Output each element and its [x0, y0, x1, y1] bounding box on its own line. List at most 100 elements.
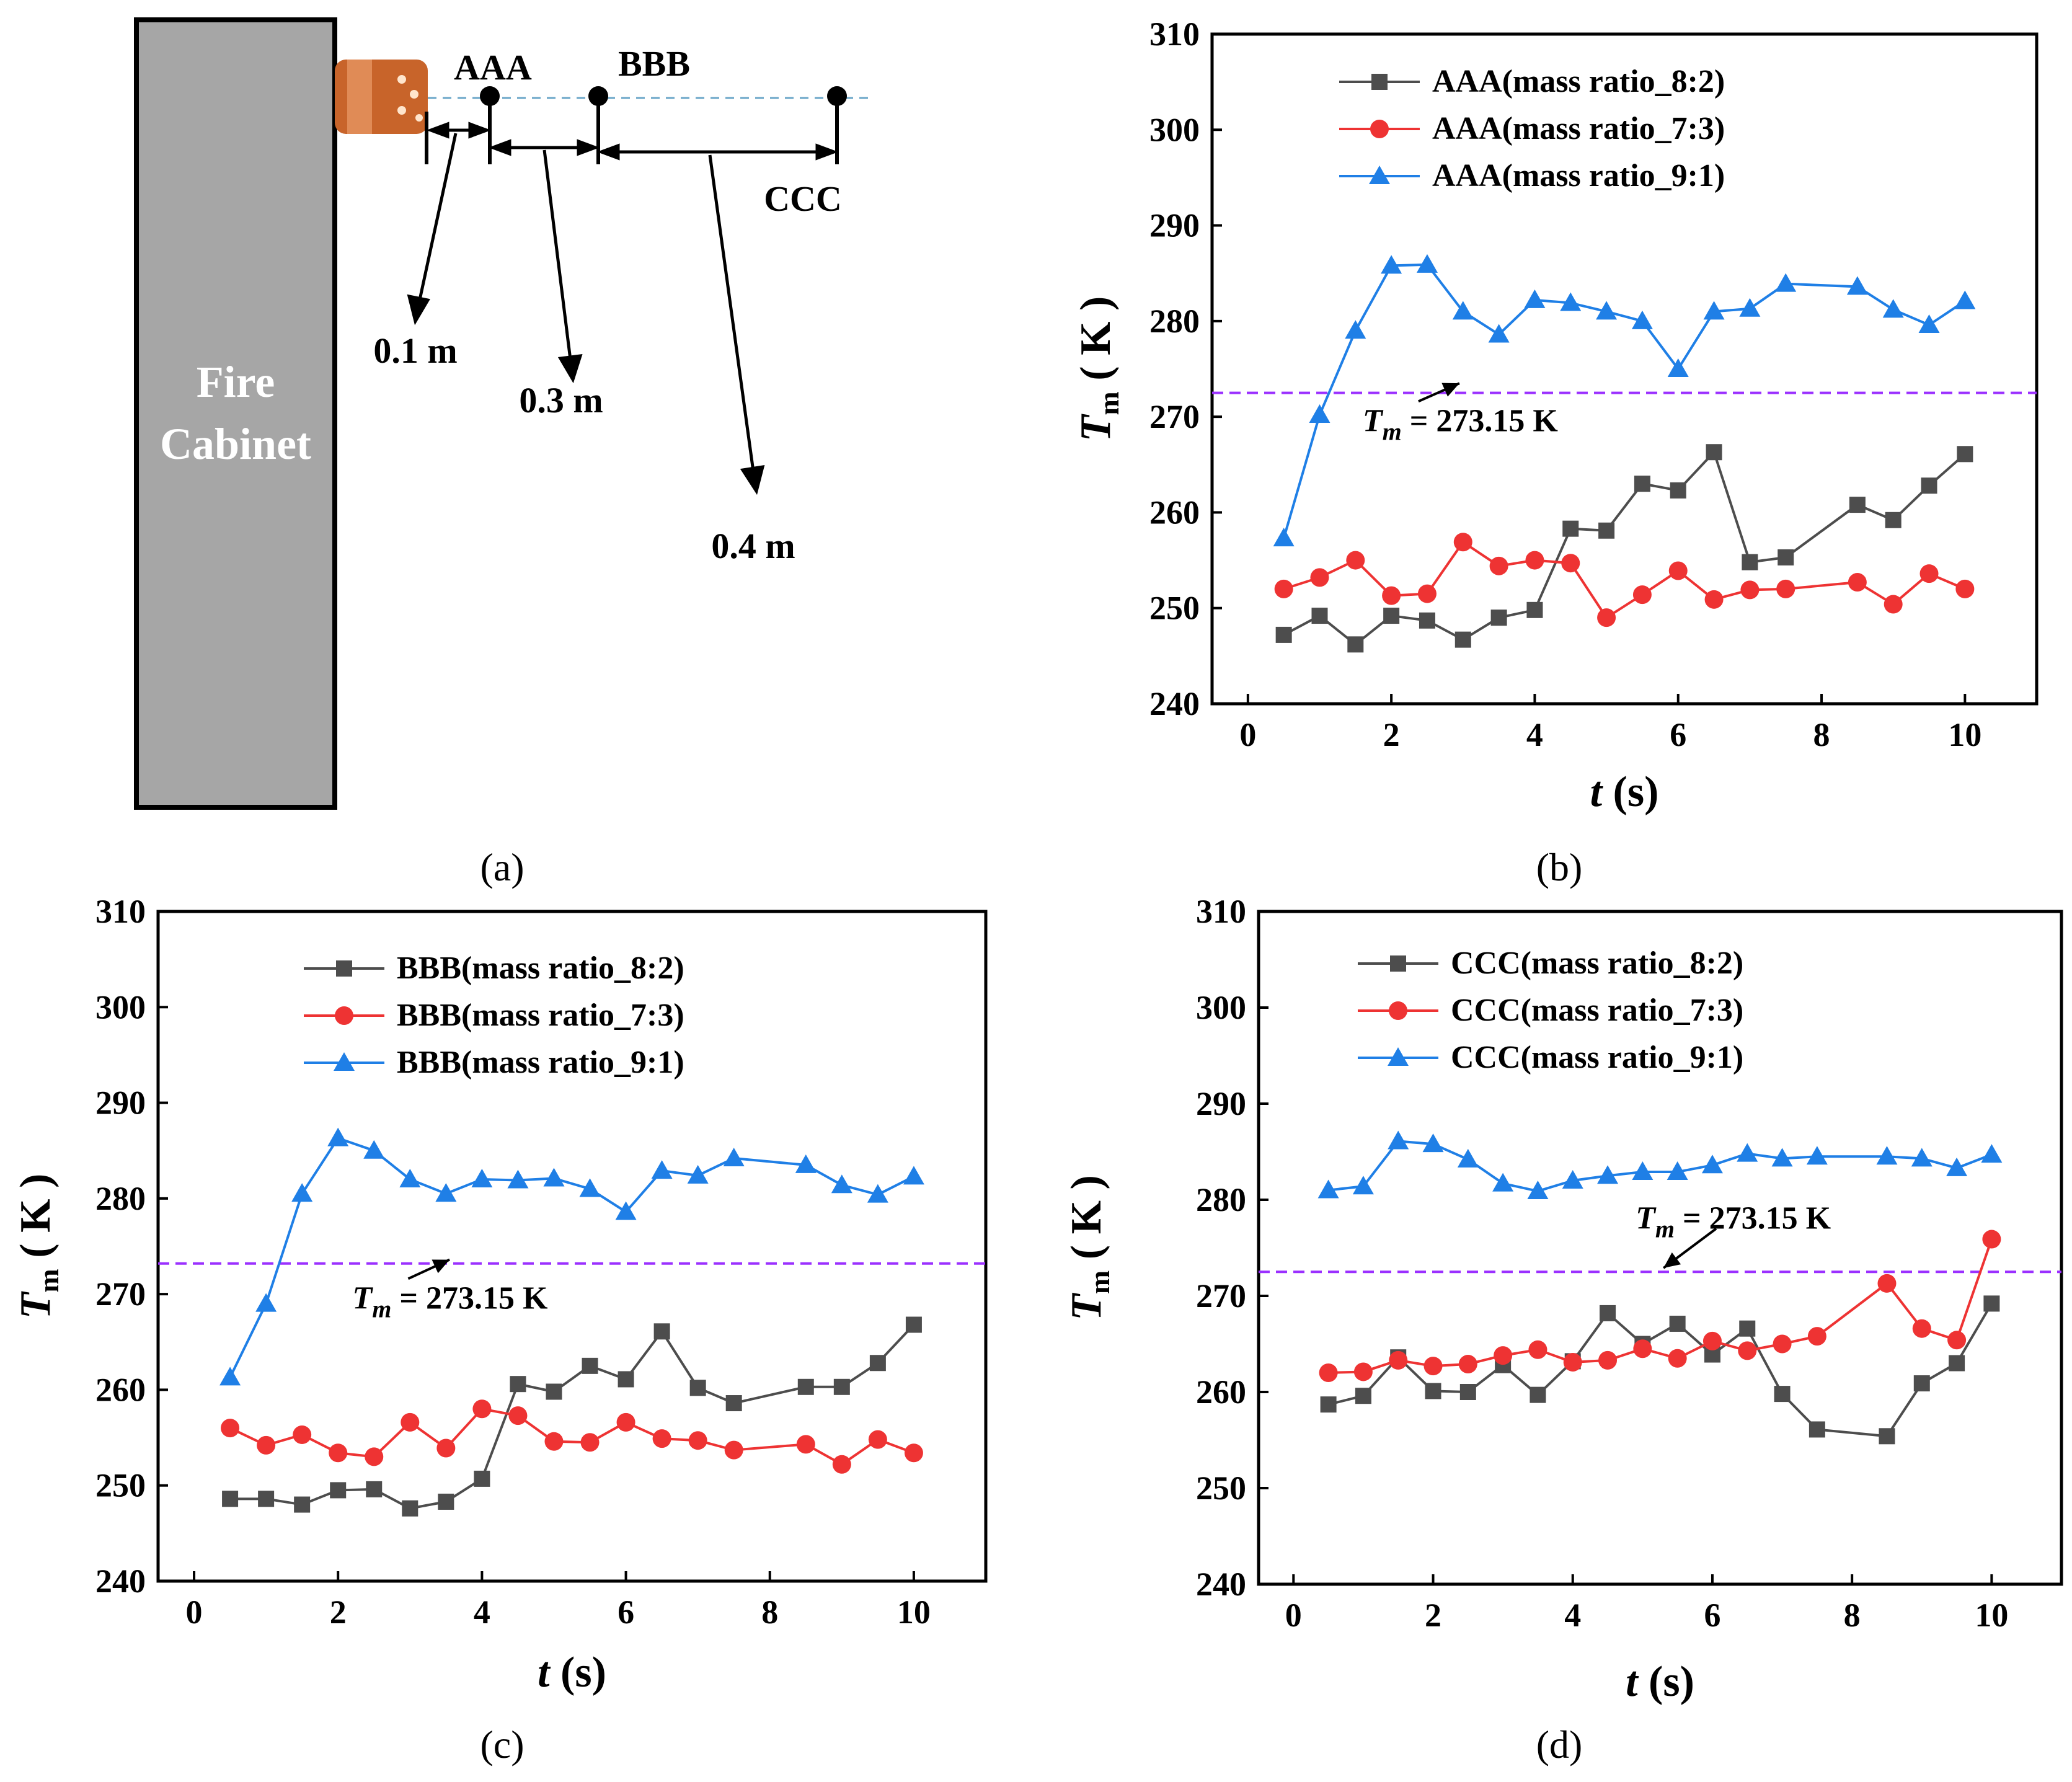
panel-d-legend-label: CCC(mass ratio_7:3) — [1451, 993, 1743, 1028]
panel-c-data-point — [795, 1154, 817, 1173]
panel-b-legend-entry: AAA(mass ratio_9:1) — [1339, 158, 1725, 193]
panel-d-data-point — [1494, 1346, 1513, 1365]
panel-c-data-point — [687, 1164, 709, 1184]
panel-c-data-point — [293, 1425, 312, 1444]
panel-b-data-point — [1706, 444, 1722, 461]
panel-b-ytick-label: 250 — [1149, 590, 1200, 627]
panel-d-data-point — [1458, 1355, 1477, 1374]
point-c-label: CCC — [764, 179, 842, 219]
panel-b-data-point — [1846, 276, 1868, 295]
panel-b-data-point — [1309, 404, 1330, 423]
panel-b-data-point — [1849, 497, 1866, 513]
panel-c-data-point — [652, 1429, 671, 1448]
dimension-lines — [407, 122, 839, 495]
panel-c-data-point — [507, 1169, 529, 1189]
panel-c-data-point — [867, 1184, 888, 1203]
fire-cabinet — [134, 17, 337, 810]
panel-c-data-point — [435, 1183, 457, 1202]
panel-b-xtick-label: 4 — [1526, 716, 1543, 753]
panel-d-data-point — [1320, 1396, 1337, 1413]
panel-d-data-point — [1771, 1148, 1793, 1167]
panel-c-ytick-label: 260 — [95, 1371, 146, 1408]
distance-label-1: 0.1 m — [373, 330, 457, 371]
panel-b-ytick-label: 280 — [1149, 303, 1200, 340]
panel-d-data-point — [1946, 1157, 1968, 1176]
panel-d-data-point — [1633, 1339, 1652, 1359]
panel-d-data-point — [1701, 1155, 1723, 1174]
panel-b-data-point — [1345, 320, 1366, 339]
panel-c-xtick-label: 0 — [186, 1594, 203, 1631]
panel-c-series-triangle — [219, 1127, 924, 1386]
panel-d-data-point — [1702, 1331, 1722, 1350]
panel-d-legend-marker — [1390, 955, 1406, 972]
panel-d-data-point — [1913, 1375, 1930, 1392]
panel-b-data-point — [1885, 512, 1902, 528]
panel-d-data-point — [1597, 1165, 1619, 1184]
panel-d-data-point — [1773, 1334, 1792, 1354]
panel-d-data-point — [1876, 1146, 1898, 1165]
panel-c-x-axis-label: t (s) — [538, 1649, 606, 1696]
panel-b-ytick-label: 260 — [1149, 494, 1200, 531]
panel-c-legend-label: BBB(mass ratio_8:2) — [397, 951, 684, 986]
panel-b-data-point — [1311, 608, 1328, 624]
panel-c-data-point — [832, 1455, 851, 1474]
panel-c-data-point — [330, 1482, 347, 1499]
panel-c-ytick-label: 280 — [95, 1180, 146, 1217]
panel-c-legend-entry: BBB(mass ratio_9:1) — [304, 1045, 684, 1080]
measure-point-c — [827, 86, 847, 164]
panel-b-data-point — [1848, 573, 1867, 592]
panel-b-data-point — [1597, 608, 1616, 627]
panel-b-threshold-arrow — [1418, 382, 1460, 403]
panel-b-data-point — [1382, 586, 1401, 605]
panel-d-threshold-arrow — [1662, 1227, 1717, 1269]
panel-b-ytick-label: 310 — [1149, 16, 1200, 53]
panel-c-data-point — [508, 1406, 528, 1425]
panel-d-series-circle — [1319, 1230, 2001, 1382]
panel-d-ytick-label: 280 — [1196, 1181, 1246, 1218]
panel-c-data-point — [329, 1443, 348, 1463]
panel-d-ytick-label: 250 — [1196, 1469, 1246, 1507]
panel-b-data-point — [1346, 551, 1365, 570]
panel-c-data-point — [831, 1174, 852, 1194]
panel-d-data-point — [1319, 1363, 1338, 1382]
panel-b-xtick-label: 0 — [1239, 716, 1256, 753]
panel-d-data-point — [1527, 1181, 1549, 1200]
panel-b-legend-label: AAA(mass ratio_8:2) — [1432, 64, 1725, 99]
panel-b-series-triangle — [1273, 254, 1976, 547]
panel-c-legend-marker — [336, 960, 352, 977]
measure-point-b — [588, 86, 608, 164]
panel-d-data-point — [1739, 1320, 1756, 1337]
panel-d-xtick-label: 10 — [1975, 1597, 2008, 1634]
panel-d-data-point — [1492, 1172, 1514, 1192]
panel-b-data-point — [1667, 358, 1689, 377]
panel-b-y-axis-label: Tm ( K ) — [1072, 296, 1125, 442]
panel-c-data-point — [219, 1367, 241, 1386]
panel-d-data-point — [1669, 1315, 1686, 1332]
panel-b-data-point — [1670, 482, 1686, 499]
panel-d-legend-entry: CCC(mass ratio_7:3) — [1358, 993, 1743, 1028]
panel-d-xtick-label: 8 — [1844, 1597, 1861, 1634]
panel-d-data-point — [1877, 1274, 1897, 1293]
panel-c-data-point — [510, 1376, 526, 1393]
panel-b-data-point — [1488, 324, 1510, 343]
panel-c-data-point — [903, 1166, 924, 1185]
panel-c-data-point — [221, 1419, 240, 1438]
panel-c-legend-label: BBB(mass ratio_7:3) — [397, 998, 684, 1033]
panel-b-xtick-label: 2 — [1383, 716, 1400, 753]
panel-b-series-circle — [1274, 533, 1975, 627]
panel-c-xtick-label: 8 — [761, 1594, 778, 1631]
panel-d-data-point — [1353, 1362, 1373, 1381]
panel-c-data-point — [327, 1127, 349, 1146]
panel-b-legend-entry: AAA(mass ratio_8:2) — [1339, 64, 1725, 99]
panel-d-y-axis-label: Tm ( K ) — [1063, 1175, 1115, 1321]
panel-d-x-axis-label: t (s) — [1626, 1658, 1694, 1706]
panel-d-series-square — [1320, 1295, 2000, 1445]
panel-b-series-square — [1275, 444, 1973, 653]
panel-c-series-line — [230, 1324, 915, 1510]
panel-c-series-line — [229, 1137, 914, 1378]
panel-b-data-point — [1524, 289, 1546, 308]
panel-c-data-point — [436, 1438, 456, 1458]
panel-d-data-point — [1949, 1355, 1965, 1372]
panel-c-data-point — [579, 1178, 601, 1197]
panel-c-data-point — [689, 1380, 706, 1396]
